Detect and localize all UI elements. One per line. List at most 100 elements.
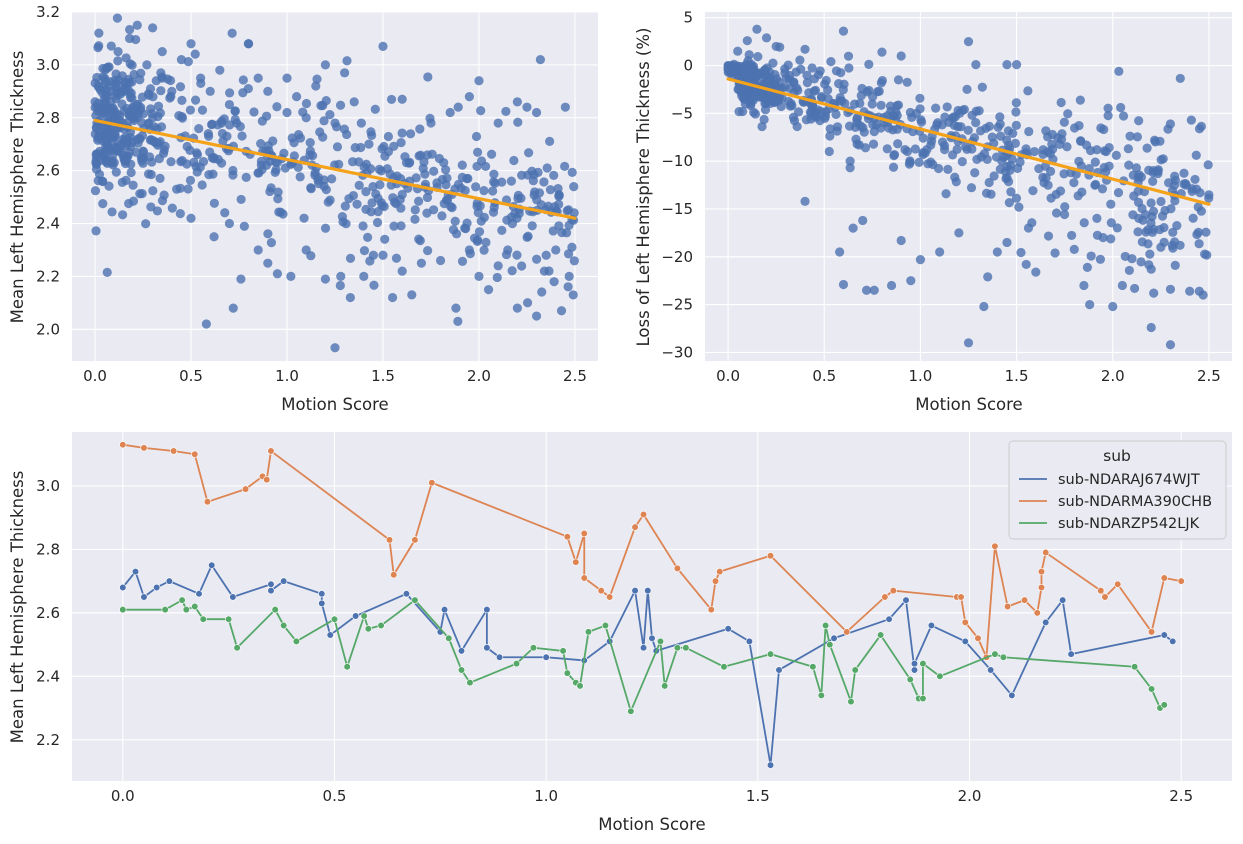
series-point: [131, 567, 140, 576]
data-point: [852, 114, 862, 124]
data-point: [205, 86, 215, 96]
data-point: [330, 343, 340, 353]
data-point: [335, 280, 345, 291]
series-point: [326, 631, 334, 639]
series-point: [1114, 580, 1122, 588]
data-point: [1170, 171, 1180, 181]
data-point: [1131, 163, 1141, 173]
series-point: [292, 637, 300, 646]
data-point: [1168, 227, 1178, 237]
series-point: [119, 606, 127, 614]
data-point: [391, 253, 402, 263]
data-point: [564, 271, 574, 281]
data-point: [1059, 117, 1069, 127]
data-point: [1090, 180, 1100, 190]
series-point: [1147, 628, 1156, 636]
data-point: [1067, 230, 1077, 241]
data-point: [144, 118, 154, 128]
data-point: [918, 133, 928, 143]
data-point: [531, 311, 542, 321]
data-point: [276, 207, 286, 217]
data-point: [137, 156, 147, 166]
data-point: [1010, 138, 1020, 148]
data-point: [418, 163, 428, 173]
data-point: [1034, 163, 1044, 174]
x-ticks-top-right: 0.0 0.5 1.0 1.5 2.0 2.5: [716, 367, 1221, 385]
data-point: [886, 280, 897, 291]
data-point: [108, 103, 118, 113]
series-point: [1160, 631, 1168, 639]
data-point: [423, 246, 433, 256]
data-point: [992, 247, 1002, 257]
data-point: [786, 99, 796, 109]
series-point: [280, 577, 288, 585]
data-point: [1156, 242, 1166, 252]
data-point: [1011, 98, 1021, 108]
series-point: [233, 644, 241, 652]
data-point: [380, 234, 390, 244]
data-point: [550, 202, 560, 212]
data-point: [1133, 227, 1143, 237]
data-point: [963, 338, 974, 348]
data-point: [507, 266, 517, 276]
series-point: [457, 647, 466, 655]
data-point: [237, 131, 247, 141]
series-point: [991, 542, 999, 550]
data-point: [340, 68, 350, 78]
data-point: [562, 206, 572, 216]
data-point: [1201, 227, 1211, 237]
data-point: [111, 94, 121, 104]
data-point: [1092, 213, 1102, 223]
data-point: [1138, 215, 1148, 225]
data-point: [1059, 169, 1069, 179]
data-point: [113, 47, 123, 57]
chart-bottom: 0.0 0.5 1.0 1.5 2.0 2.5 2.2 2.4 2.6 2.8 3.0 Motio…: [8, 432, 1232, 834]
series-point: [711, 577, 720, 585]
data-point: [263, 258, 273, 268]
x-tick-label: 1.5: [746, 787, 770, 805]
data-point: [442, 173, 452, 183]
data-point: [1106, 199, 1116, 209]
data-point: [489, 169, 499, 179]
data-point: [1086, 251, 1096, 261]
data-point: [742, 36, 752, 46]
series-point: [974, 634, 982, 642]
series-point: [639, 644, 648, 652]
data-point: [800, 196, 810, 206]
series-point: [927, 621, 936, 630]
data-point: [135, 104, 145, 115]
series-point: [457, 666, 466, 674]
data-point: [209, 232, 219, 242]
data-point: [966, 183, 977, 193]
series-point: [330, 615, 339, 623]
series-point: [343, 663, 351, 671]
data-point: [414, 234, 424, 244]
data-point: [96, 131, 106, 141]
data-point: [1198, 290, 1208, 300]
data-point: [1134, 116, 1144, 126]
legend-items: sub-NDARAJ674WJT sub-NDARMA390CHB sub-NDAR…: [1019, 472, 1212, 532]
data-point: [1204, 193, 1214, 203]
data-point: [203, 129, 213, 139]
y-tick-label: 2.4: [36, 215, 60, 233]
series-point: [153, 583, 161, 592]
data-point: [1031, 267, 1041, 277]
data-point: [289, 151, 299, 161]
data-point: [1188, 213, 1198, 223]
data-point: [568, 290, 578, 300]
data-point: [501, 106, 511, 117]
data-point: [512, 303, 522, 313]
data-point: [1103, 110, 1113, 121]
data-point: [1099, 146, 1110, 156]
data-point: [330, 118, 340, 128]
y-tick-label: 3.0: [36, 56, 60, 74]
data-point: [133, 138, 143, 148]
series-bottom: [119, 441, 1185, 769]
data-point: [486, 149, 497, 159]
data-point: [479, 186, 489, 196]
data-point: [185, 175, 196, 185]
data-point: [411, 173, 421, 183]
legend-title: sub: [1103, 447, 1131, 465]
data-point: [209, 198, 219, 208]
legend-item-label: sub-NDARZP542LJK: [1058, 516, 1200, 532]
